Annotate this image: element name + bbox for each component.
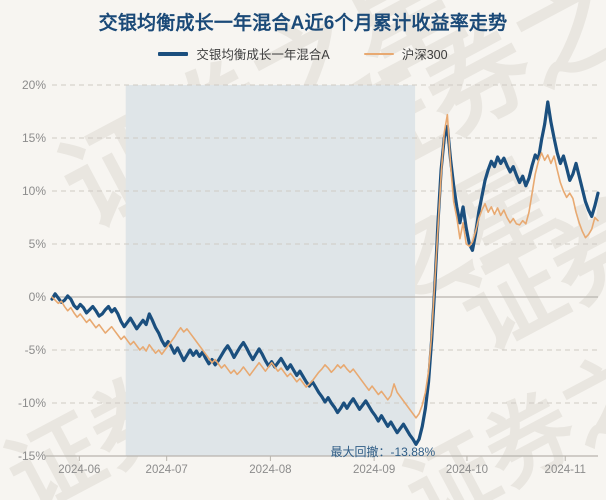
legend-swatch-fund: [158, 51, 189, 56]
chart-legend: 交银均衡成长一年混合A 沪深300: [0, 44, 606, 63]
legend-label-fund: 交银均衡成长一年混合A: [196, 48, 330, 62]
drawdown-shaded-region: [125, 85, 416, 456]
legend-item-fund[interactable]: 交银均衡成长一年混合A: [158, 44, 330, 63]
legend-label-benchmark: 沪深300: [401, 48, 448, 62]
page-title: 交银均衡成长一年混合A近6个月累计收益率走势: [98, 13, 508, 34]
legend-item-benchmark[interactable]: 沪深300: [363, 44, 448, 63]
series-line-benchmark: [51, 113, 599, 419]
legend-swatch-benchmark: [363, 52, 394, 55]
max-drawdown-annotation: 最大回撤：-13.88%: [330, 444, 436, 459]
series-line-fund: [50, 100, 600, 446]
